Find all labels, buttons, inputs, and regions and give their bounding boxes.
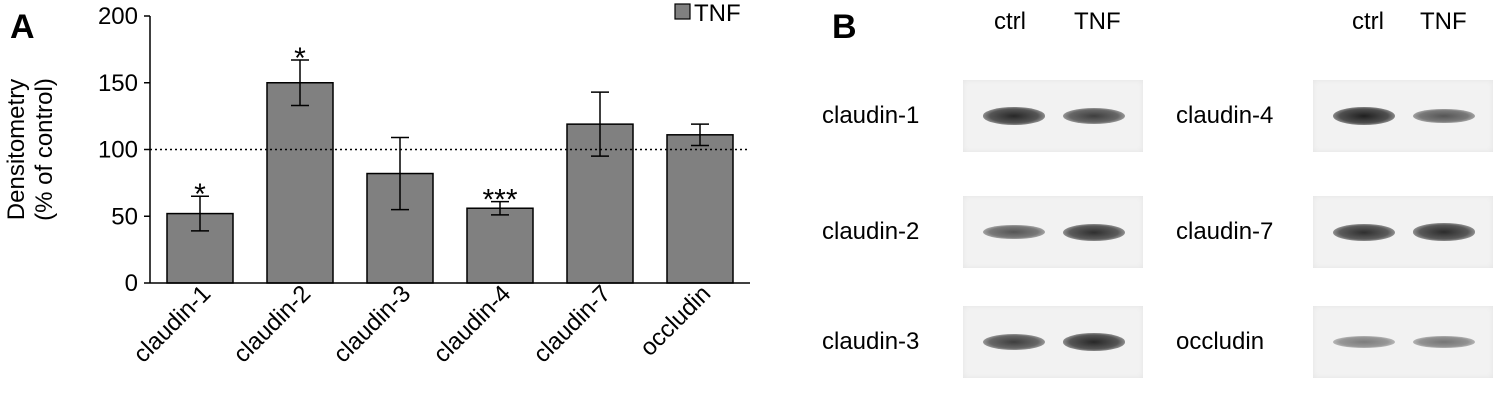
bar-claudin-2 (266, 82, 334, 284)
y-axis-title-line-1: Densitometry (3, 79, 30, 220)
band-claudin-1-ctrl (983, 107, 1045, 125)
x-tick-label-occludin: occludin (635, 280, 716, 361)
legend-label: TNF (694, 0, 741, 27)
blot-claudin-3 (963, 306, 1143, 378)
band-claudin-4-ctrl (1333, 107, 1395, 125)
blot-claudin-1 (963, 80, 1143, 152)
band-claudin-2-ctrl (983, 224, 1045, 240)
y-tick-label-150: 150 (98, 70, 138, 97)
band-claudin-3-tnf (1063, 333, 1125, 351)
panel-a-letter: A (10, 8, 35, 46)
y-tick-label-200: 200 (98, 3, 138, 30)
band-claudin-3-ctrl (983, 334, 1045, 350)
panel-a-chart: * claudin-1 * claudin-2 claudin-3 *** claudin-… (3, 0, 750, 368)
blot-label-claudin-1: claudin-1 (822, 102, 920, 129)
legend-swatch (674, 3, 691, 20)
x-tick-label-claudin-2: claudin-2 (228, 280, 316, 368)
blot-claudin-7 (1313, 196, 1493, 268)
lane-label-TNF-1: TNF (1074, 8, 1121, 35)
lane-label-ctrl-2: ctrl (1352, 8, 1384, 35)
band-claudin-7-ctrl (1333, 223, 1395, 241)
lane-label-ctrl-1: ctrl (994, 8, 1026, 35)
blot-label-claudin-7: claudin-7 (1176, 218, 1274, 245)
panel-b-letter: B (832, 8, 857, 46)
y-tick-label-100: 100 (98, 137, 138, 164)
significance-claudin-1: * (194, 178, 206, 211)
blot-claudin-2 (963, 196, 1143, 268)
band-occludin-tnf (1413, 335, 1475, 349)
blot-claudin-4 (1313, 80, 1493, 152)
y-axis-title-line-2: (% of control) (31, 78, 58, 221)
lane-label-TNF-2: TNF (1420, 8, 1467, 35)
y-tick-label-50: 50 (111, 203, 138, 230)
significance-claudin-2: * (294, 42, 306, 75)
x-tick-label-claudin-1: claudin-1 (128, 280, 216, 368)
x-tick-label-claudin-3: claudin-3 (328, 280, 416, 368)
blot-label-claudin-4: claudin-4 (1176, 102, 1274, 129)
x-tick-label-claudin-4: claudin-4 (428, 280, 516, 368)
bar-claudin-4 (466, 207, 534, 284)
band-claudin-1-tnf (1063, 108, 1125, 124)
band-occludin-ctrl (1333, 336, 1395, 348)
y-tick-label-0: 0 (125, 270, 138, 297)
blot-label-claudin-3: claudin-3 (822, 328, 920, 355)
x-tick-label-claudin-7: claudin-7 (528, 280, 616, 368)
blot-label-claudin-2: claudin-2 (822, 218, 920, 245)
blot-label-occludin: occludin (1176, 328, 1265, 355)
band-claudin-4-tnf (1413, 108, 1475, 124)
band-claudin-7-tnf (1413, 223, 1475, 241)
band-claudin-2-tnf (1063, 223, 1125, 241)
blot-occludin (1313, 306, 1493, 378)
significance-claudin-4: *** (482, 184, 517, 217)
bar-occludin (666, 134, 734, 284)
